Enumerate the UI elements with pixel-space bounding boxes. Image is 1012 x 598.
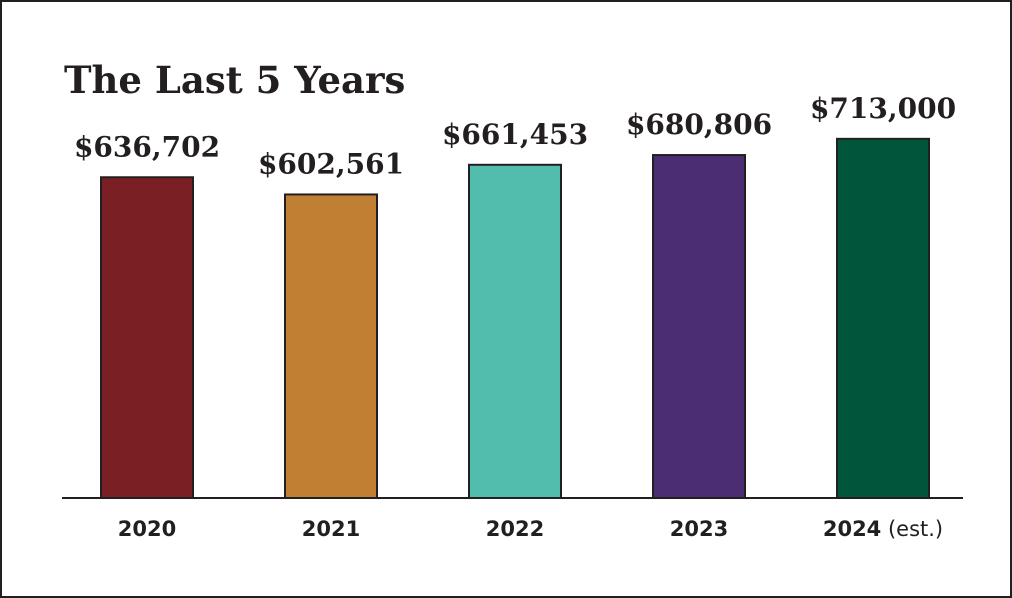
value-label-2024: $713,000 [810,92,956,125]
category-year: 2024 [823,517,881,541]
value-label-2021: $602,561 [258,147,404,180]
chart-title: The Last 5 Years [64,58,406,102]
bars-group [100,137,930,500]
category-labels-group: 2020 2021 2022 2023 2024 (est.) [118,517,943,541]
category-label-2020: 2020 [118,517,176,541]
category-label-2023: 2023 [670,517,728,541]
category-label-2021: 2021 [302,517,360,541]
value-label-2020: $636,702 [74,130,220,163]
category-label-2022: 2022 [486,517,544,541]
bar-2021 [284,193,378,499]
bar-2022 [468,163,562,499]
category-year: 2021 [302,517,360,541]
value-labels-group: $636,702 $602,561 $661,453 $680,806 $713,000 [74,92,956,181]
category-label-2024: 2024 (est.) [823,517,943,541]
bar-2024 [836,137,930,499]
category-year: 2022 [486,517,544,541]
category-note: (est.) [881,517,943,541]
bar-2023 [652,154,746,499]
value-label-2022: $661,453 [442,118,588,151]
category-year: 2023 [670,517,728,541]
category-year: 2020 [118,517,176,541]
value-label-2023: $680,806 [626,108,772,141]
bar-2020 [100,176,194,500]
